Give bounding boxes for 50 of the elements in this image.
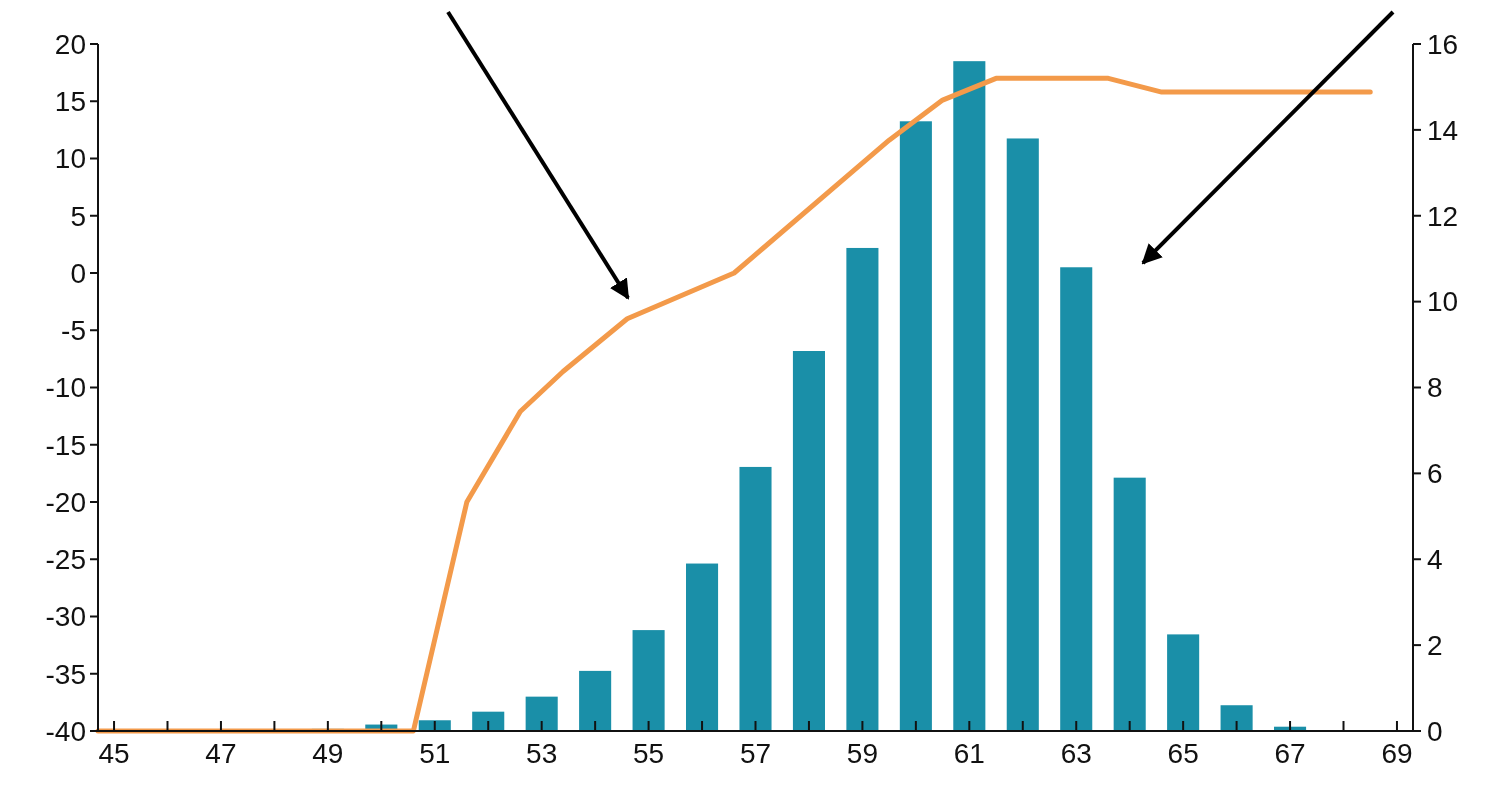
y2-tick-label: 16 [1427,28,1459,60]
x-tick-label: 65 [1167,738,1199,769]
y2-tick-label: 12 [1427,200,1459,232]
x-tick-label: 59 [846,738,878,769]
x-tick-label: 51 [419,738,451,769]
bar [1060,267,1093,731]
x-tick-label: 49 [312,738,344,769]
y2-tick-label: 0 [1427,715,1443,747]
x-tick-label: 55 [633,738,665,769]
y-tick-label: -25 [45,544,86,576]
y2-tick-label: 4 [1427,544,1443,576]
bar [1113,477,1146,731]
bar [846,247,879,731]
y2-tick-label: 2 [1427,629,1443,661]
bar [632,630,665,731]
bar [1220,705,1253,731]
bar [792,351,825,731]
y-tick-label: 0 [70,257,86,289]
bar [1006,138,1039,731]
y2-tick-label: 10 [1427,286,1459,318]
bar [525,696,558,731]
bar [472,711,505,731]
bar [686,563,719,731]
x-tick-label: 47 [205,738,237,769]
y2-tick-label: 8 [1427,372,1443,404]
x-tick-label: 69 [1381,738,1413,769]
bar [1167,634,1200,731]
y-tick-label: -5 [61,315,86,347]
x-tick-label: 67 [1274,738,1306,769]
x-tick-label: 57 [739,738,772,769]
y-tick-label: -35 [45,658,86,690]
y-tick-label: -15 [45,429,86,461]
x-tick-label: 61 [953,738,985,769]
y-tick-label: 15 [54,86,86,118]
bar [899,121,932,731]
x-tick-label: 63 [1060,738,1092,769]
y-tick-label: -30 [45,601,86,633]
x-tick-label: 45 [98,738,130,769]
y2-tick-label: 14 [1427,114,1459,146]
y-tick-label: -40 [45,715,86,747]
y-tick-label: -10 [45,372,86,404]
y-tick-label: 5 [70,200,86,232]
bar [579,670,612,731]
y-tick-label: 10 [54,143,86,175]
y2-tick-label: 6 [1427,458,1443,490]
y-tick-label: -20 [45,486,86,518]
bar [953,61,986,731]
bar [739,466,772,731]
y-tick-label: 20 [54,28,86,60]
x-tick-label: 53 [526,738,558,769]
